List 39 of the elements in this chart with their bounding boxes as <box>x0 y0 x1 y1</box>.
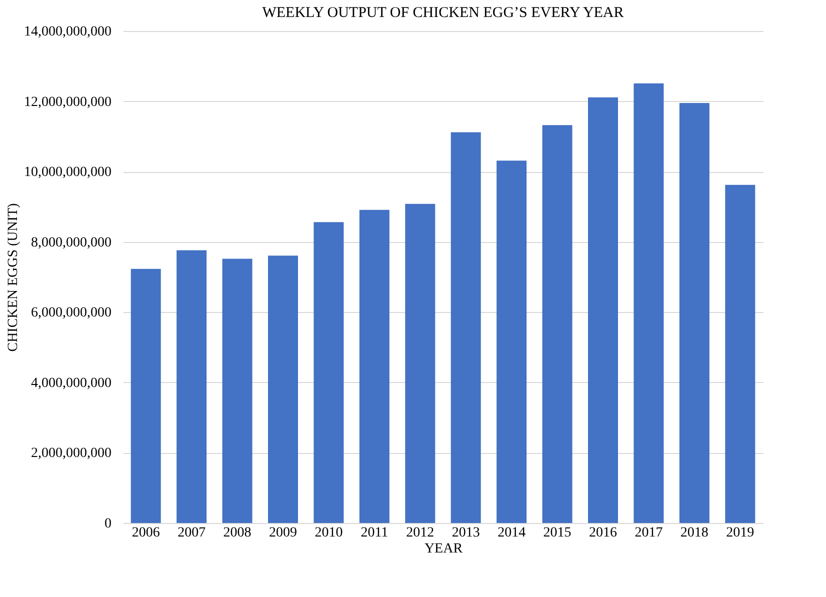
y-axis-title: CHICKEN EGGS (UNIT) <box>6 202 21 352</box>
bar <box>542 125 572 523</box>
bar <box>725 184 756 523</box>
x-tick-label: 2011 <box>360 526 388 540</box>
bar <box>679 103 710 523</box>
y-tick-label: 0 <box>104 516 112 532</box>
x-tick-label: 2017 <box>634 526 663 540</box>
x-tick-label: 2016 <box>589 526 617 540</box>
x-tick-label: 2010 <box>314 526 343 540</box>
bar <box>176 250 207 523</box>
x-axis-title: YEAR <box>424 542 464 556</box>
x-tick-label: 2007 <box>178 526 206 540</box>
x-tick-label: 2018 <box>680 526 708 540</box>
bar <box>222 258 252 523</box>
bar <box>634 83 664 523</box>
x-tick-label: 2019 <box>726 526 754 540</box>
y-tick-label: 12,000,000,000 <box>24 94 112 110</box>
y-tick-label: 6,000,000,000 <box>31 306 112 321</box>
bar <box>588 97 618 523</box>
bar <box>450 132 481 523</box>
x-tick-label: 2009 <box>269 526 297 540</box>
bar <box>496 160 527 523</box>
bar <box>359 210 390 523</box>
y-tick-label: 8,000,000,000 <box>31 235 112 250</box>
x-tick-label: 2015 <box>543 526 572 540</box>
y-tick-label: 10,000,000,000 <box>24 165 112 180</box>
x-tick-label: 2006 <box>132 526 160 540</box>
x-tick-label: 2014 <box>498 526 526 540</box>
bar <box>130 268 161 523</box>
chart-title: WEEKLY OUTPUT OF CHICKEN EGG’S EVERY YEAR <box>262 5 624 21</box>
y-tick-label: 4,000,000,000 <box>31 376 112 391</box>
y-tick-label: 2,000,000,000 <box>31 446 112 462</box>
x-tick-label: 2012 <box>406 526 434 540</box>
x-tick-label: 2008 <box>223 526 252 540</box>
x-tick-label: 2013 <box>452 526 480 540</box>
y-tick-label: 14,000,000,000 <box>24 24 112 40</box>
bar <box>405 204 436 523</box>
bar <box>268 256 298 523</box>
bar <box>314 222 344 523</box>
